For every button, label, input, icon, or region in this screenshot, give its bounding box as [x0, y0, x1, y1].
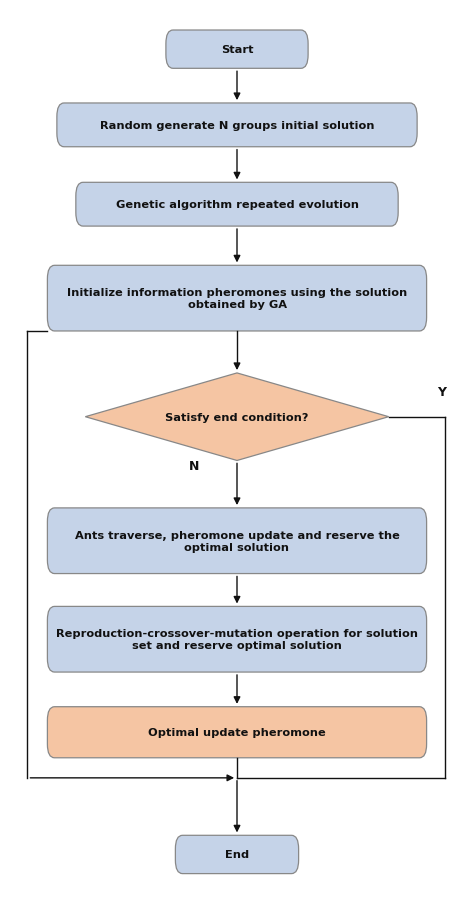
Polygon shape	[85, 374, 389, 461]
Text: Optimal update pheromone: Optimal update pheromone	[148, 728, 326, 737]
Text: Genetic algorithm repeated evolution: Genetic algorithm repeated evolution	[116, 200, 358, 210]
FancyBboxPatch shape	[76, 183, 398, 227]
Text: N: N	[189, 460, 200, 473]
Text: Start: Start	[221, 46, 253, 55]
Text: Initialize information pheromones using the solution
obtained by GA: Initialize information pheromones using …	[67, 288, 407, 310]
FancyBboxPatch shape	[47, 266, 427, 332]
FancyBboxPatch shape	[47, 607, 427, 672]
Text: Satisfy end condition?: Satisfy end condition?	[165, 413, 309, 422]
FancyBboxPatch shape	[175, 835, 299, 874]
FancyBboxPatch shape	[47, 707, 427, 758]
FancyBboxPatch shape	[166, 31, 308, 69]
Text: Ants traverse, pheromone update and reserve the
optimal solution: Ants traverse, pheromone update and rese…	[74, 530, 400, 552]
Text: Random generate N groups initial solution: Random generate N groups initial solutio…	[100, 121, 374, 130]
Text: Reproduction-crossover-mutation operation for solution
set and reserve optimal s: Reproduction-crossover-mutation operatio…	[56, 629, 418, 650]
Text: Y: Y	[438, 385, 446, 398]
FancyBboxPatch shape	[47, 508, 427, 574]
Text: End: End	[225, 850, 249, 859]
FancyBboxPatch shape	[57, 104, 417, 148]
